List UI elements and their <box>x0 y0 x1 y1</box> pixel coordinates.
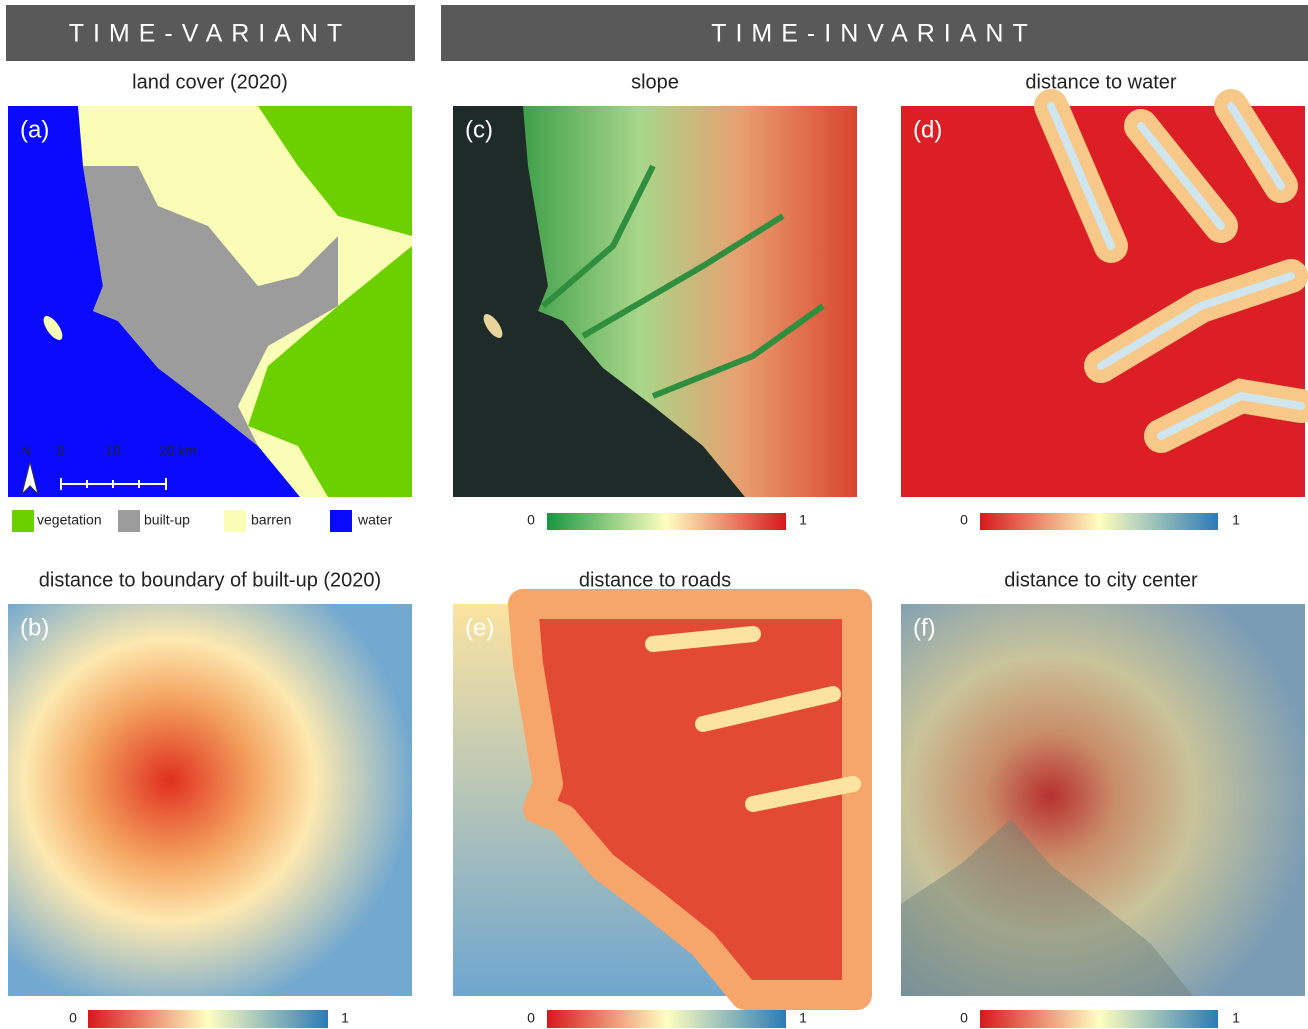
scale-tick: 10 <box>105 443 121 459</box>
colorbar-min: 0 <box>960 512 968 528</box>
panel-label: (c) <box>465 116 493 143</box>
map: (e) <box>453 604 857 996</box>
colorbar: 0 1 <box>527 512 807 530</box>
colorbar: 0 1 <box>960 512 1240 530</box>
scale-tick: 20 km <box>159 443 197 459</box>
panel-title: distance to water <box>1025 71 1177 93</box>
panel-label: (a) <box>20 116 49 143</box>
colorbar-max: 1 <box>799 1010 807 1026</box>
header-bar <box>6 5 415 61</box>
panel-title: slope <box>631 71 679 93</box>
header: TIME-INVARIANT <box>711 20 1037 48</box>
map: (d) <box>901 89 1308 497</box>
panel-title: distance to city center <box>1004 569 1198 591</box>
colorbar-min: 0 <box>527 1010 535 1026</box>
map: (b) <box>8 604 412 996</box>
panel-label: (d) <box>913 116 942 143</box>
panel-title: land cover (2020) <box>132 71 288 93</box>
legend-label: built-up <box>144 512 190 528</box>
scale-tick: 0 <box>57 443 65 459</box>
map: (c) <box>453 106 857 497</box>
colorbar-min: 0 <box>69 1010 77 1026</box>
map: (a) N 0 10 20 km <box>8 106 412 497</box>
panel-title: distance to boundary of built-up (2020) <box>39 569 381 591</box>
legend-swatch <box>224 510 246 532</box>
colorbar-max: 1 <box>1232 512 1240 528</box>
legend-swatch <box>12 510 34 532</box>
panel-label: (e) <box>465 614 494 641</box>
colorbar-max: 1 <box>1232 1010 1240 1026</box>
colorbar-max: 1 <box>799 512 807 528</box>
panel-label: (f) <box>913 614 936 641</box>
colorbar: 0 1 <box>527 1010 807 1028</box>
colorbar-max: 1 <box>341 1010 349 1026</box>
colorbar-min: 0 <box>960 1010 968 1026</box>
colorbar-min: 0 <box>527 512 535 528</box>
colorbar: 0 1 <box>69 1010 349 1028</box>
legend-swatch <box>118 510 140 532</box>
legend-label: vegetation <box>37 512 102 528</box>
panel-title: distance to roads <box>579 569 731 591</box>
legend-label: barren <box>251 512 291 528</box>
map: (f) <box>901 604 1305 996</box>
north-label: N <box>22 443 31 458</box>
legend-swatch <box>330 510 352 532</box>
header-bar <box>441 5 1308 61</box>
header: TIME-VARIANT <box>69 20 352 48</box>
colorbar: 0 1 <box>960 1010 1240 1028</box>
legend-label: water <box>357 512 393 528</box>
panel-label: (b) <box>20 614 49 641</box>
